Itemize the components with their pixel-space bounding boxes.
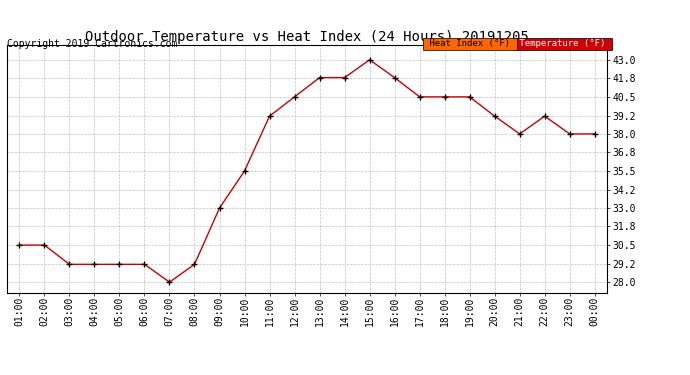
Text: Heat Index (°F): Heat Index (°F) <box>424 39 515 48</box>
Text: Temperature (°F): Temperature (°F) <box>514 39 611 48</box>
Title: Outdoor Temperature vs Heat Index (24 Hours) 20191205: Outdoor Temperature vs Heat Index (24 Ho… <box>85 30 529 44</box>
Text: Copyright 2019 Cartronics.com: Copyright 2019 Cartronics.com <box>7 39 177 50</box>
